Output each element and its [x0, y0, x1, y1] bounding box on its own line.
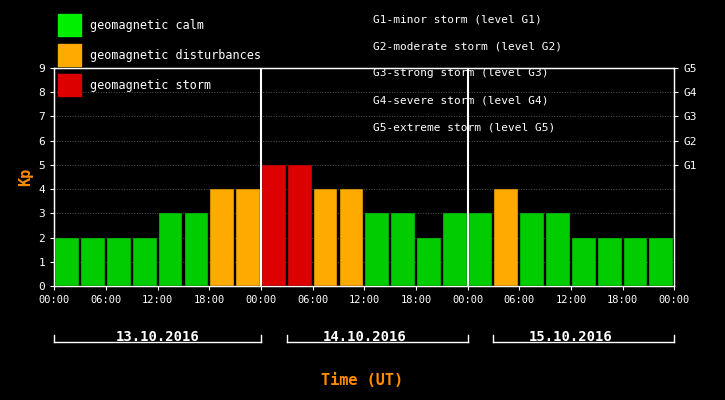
- Bar: [572, 238, 596, 286]
- Bar: [262, 165, 286, 286]
- Text: geomagnetic storm: geomagnetic storm: [90, 78, 211, 92]
- Text: geomagnetic calm: geomagnetic calm: [90, 18, 204, 32]
- Bar: [55, 238, 79, 286]
- Bar: [314, 189, 337, 286]
- Text: 15.10.2016: 15.10.2016: [529, 330, 613, 344]
- Text: G1-minor storm (level G1): G1-minor storm (level G1): [373, 14, 542, 24]
- Y-axis label: Kp: Kp: [18, 168, 33, 186]
- Bar: [650, 238, 674, 286]
- Bar: [468, 213, 492, 286]
- Bar: [494, 189, 518, 286]
- Text: G5-extreme storm (level G5): G5-extreme storm (level G5): [373, 123, 555, 133]
- Bar: [392, 213, 415, 286]
- Bar: [624, 238, 647, 286]
- Bar: [288, 165, 312, 286]
- Text: G4-severe storm (level G4): G4-severe storm (level G4): [373, 96, 549, 106]
- Text: geomagnetic disturbances: geomagnetic disturbances: [90, 48, 261, 62]
- Bar: [365, 213, 389, 286]
- Text: Time (UT): Time (UT): [321, 373, 404, 388]
- Bar: [81, 238, 105, 286]
- Text: 14.10.2016: 14.10.2016: [323, 330, 406, 344]
- Bar: [236, 189, 260, 286]
- Bar: [210, 189, 234, 286]
- Bar: [546, 213, 570, 286]
- Bar: [521, 213, 544, 286]
- Bar: [107, 238, 130, 286]
- Bar: [598, 238, 621, 286]
- Text: G3-strong storm (level G3): G3-strong storm (level G3): [373, 68, 549, 78]
- Bar: [443, 213, 467, 286]
- Bar: [159, 213, 183, 286]
- Text: G2-moderate storm (level G2): G2-moderate storm (level G2): [373, 41, 563, 51]
- Bar: [339, 189, 363, 286]
- Bar: [133, 238, 157, 286]
- Bar: [185, 213, 208, 286]
- Bar: [417, 238, 441, 286]
- Text: 13.10.2016: 13.10.2016: [116, 330, 199, 344]
